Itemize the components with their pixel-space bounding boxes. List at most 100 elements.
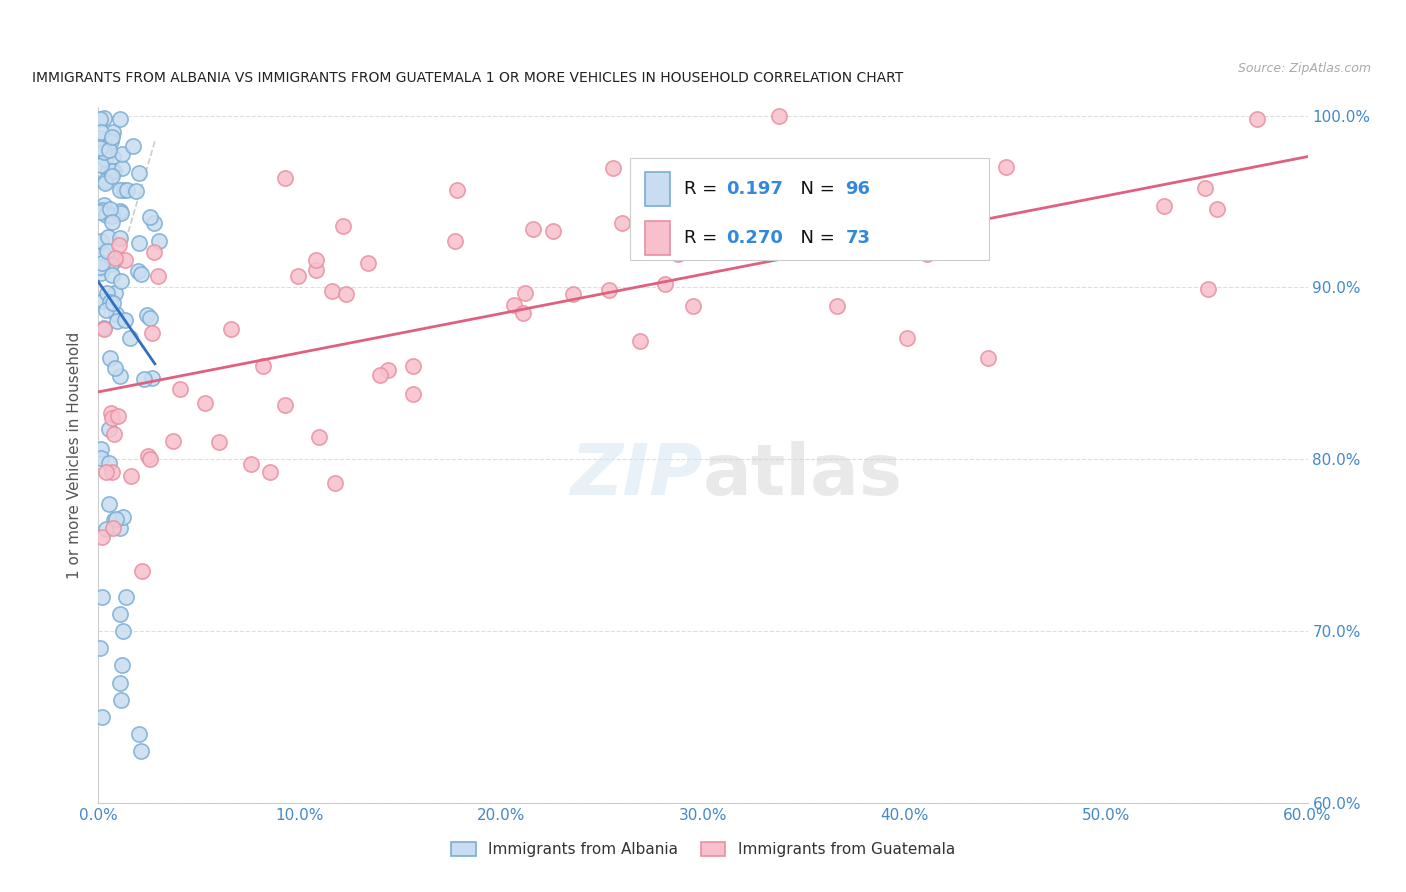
Point [97,497,120,511]
Point [101,209,124,223]
Point [93,145,115,159]
Point [101,150,124,164]
Point [332,219,354,233]
Point [90,710,112,724]
Point [89,260,111,274]
Point [139,452,162,467]
Point [323,476,346,491]
Point [138,449,160,463]
Point [93,321,115,335]
Point [103,513,125,527]
Point [932,177,955,191]
Point [129,744,152,758]
Point [90,529,112,543]
Point [108,203,131,218]
Point [104,252,127,267]
Point [321,284,343,298]
Point [111,624,134,638]
Text: Source: ZipAtlas.com: Source: ZipAtlas.com [1237,62,1371,76]
Point [335,287,357,301]
Point [89,641,111,656]
Point [896,331,918,345]
Point [252,359,274,373]
Text: 0.197: 0.197 [725,180,783,198]
Point [128,166,150,180]
Point [103,426,125,441]
Point [100,410,122,425]
Point [995,160,1018,174]
Point [274,398,297,412]
Text: R =: R = [683,180,723,198]
Point [869,233,891,247]
Point [666,247,689,261]
Point [139,210,162,224]
Point [513,286,536,301]
Text: 0.270: 0.270 [725,229,783,247]
Point [444,234,467,248]
Point [131,564,153,578]
Point [98,294,121,309]
Point [110,206,132,220]
Point [94,522,117,536]
Text: R =: R = [683,229,723,247]
Point [889,226,911,240]
Point [111,146,134,161]
Point [120,469,142,483]
Point [682,299,704,313]
Point [104,251,127,265]
Point [135,308,157,322]
Text: 73: 73 [845,229,870,247]
Point [105,511,128,525]
Point [97,143,120,157]
Point [101,268,124,282]
Point [100,351,122,365]
Point [138,311,160,326]
Point [90,266,112,280]
Point [98,456,121,470]
Point [194,396,217,410]
Point [110,607,132,621]
Point [115,590,138,604]
Point [377,362,399,376]
Point [105,314,128,328]
Point [522,222,544,236]
Point [105,307,128,321]
Point [91,246,114,260]
Point [97,164,120,178]
Point [90,590,112,604]
Point [125,184,148,198]
Point [129,267,152,281]
Point [100,169,122,183]
Text: N =: N = [789,180,841,198]
Point [108,521,131,535]
Point [127,263,149,277]
Point [305,263,328,277]
Point [100,406,122,420]
Point [94,174,117,188]
Text: IMMIGRANTS FROM ALBANIA VS IMMIGRANTS FROM GUATEMALA 1 OR MORE VEHICLES IN HOUSE: IMMIGRANTS FROM ALBANIA VS IMMIGRANTS FR… [32,71,903,85]
Point [602,161,624,176]
Point [111,161,134,175]
Point [1194,181,1216,195]
Point [100,134,122,148]
Point [101,163,124,178]
Point [134,371,156,385]
Point [97,229,120,244]
Point [91,293,114,308]
Point [108,183,131,197]
Point [100,129,122,144]
Point [97,422,120,436]
Point [112,509,135,524]
Point [101,125,124,139]
Point [90,125,112,139]
Point [402,387,425,401]
Point [976,351,998,365]
Point [107,409,129,424]
Point [104,360,127,375]
Point [94,152,117,166]
Point [90,442,112,456]
Point [101,215,124,229]
Point [115,183,138,197]
Point [103,521,125,535]
Point [94,466,117,480]
